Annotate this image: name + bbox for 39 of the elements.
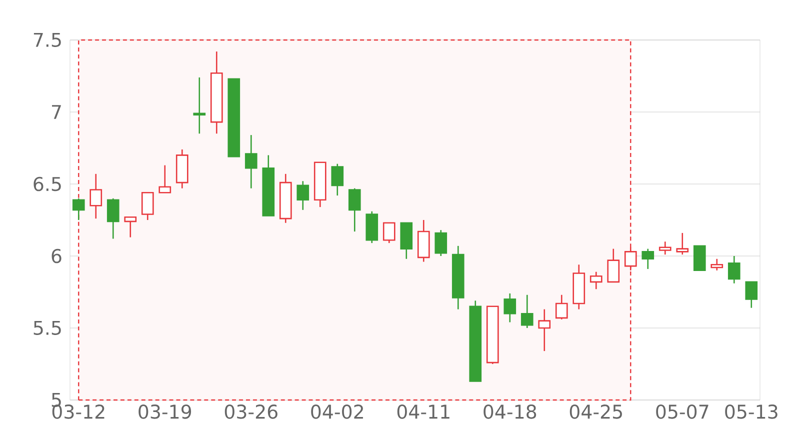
candlestick — [710, 258, 724, 272]
y-tick-label: 7.5 — [34, 32, 61, 48]
x-tick-label: 04-25 — [570, 404, 622, 419]
candlestick — [590, 271, 602, 290]
y-tick-label: 6 — [52, 248, 62, 264]
candlestick — [331, 163, 344, 196]
candlestick — [193, 76, 206, 134]
candlestick — [348, 188, 361, 232]
y-tick-label: 7 — [52, 105, 61, 119]
candlestick — [124, 216, 137, 238]
candlestick — [244, 134, 258, 189]
candlestick — [141, 192, 154, 221]
candlestick — [434, 229, 448, 257]
candlestick — [676, 232, 689, 256]
candlestick — [382, 222, 396, 244]
candlestick — [90, 173, 102, 220]
x-tick-label: 05-13 — [725, 404, 778, 419]
candlestick — [296, 180, 310, 211]
candlestick — [658, 240, 672, 256]
x-tick-label: 03-26 — [224, 404, 278, 419]
x-tick-label: 03-19 — [138, 404, 192, 419]
y-tick-label: 6.5 — [34, 176, 61, 192]
candlestick — [520, 294, 534, 329]
candlestick — [607, 248, 620, 283]
candlestick — [642, 248, 654, 270]
x-tick-label: 04-11 — [397, 404, 450, 419]
candlestick — [158, 164, 172, 194]
candlestick — [555, 294, 568, 320]
x-tick-label: 05-07 — [656, 404, 708, 419]
candlestick — [728, 255, 740, 284]
candlestick — [106, 198, 120, 240]
candlestick — [745, 281, 758, 308]
x-tick-label: 04-18 — [484, 404, 536, 419]
x-tick-label: 04-02 — [311, 404, 363, 419]
candlestick — [504, 292, 516, 323]
candlestick — [538, 308, 551, 352]
candlestick — [72, 198, 85, 221]
y-tick-label: 5.5 — [34, 320, 61, 336]
x-tick-label: 03-12 — [52, 404, 104, 419]
